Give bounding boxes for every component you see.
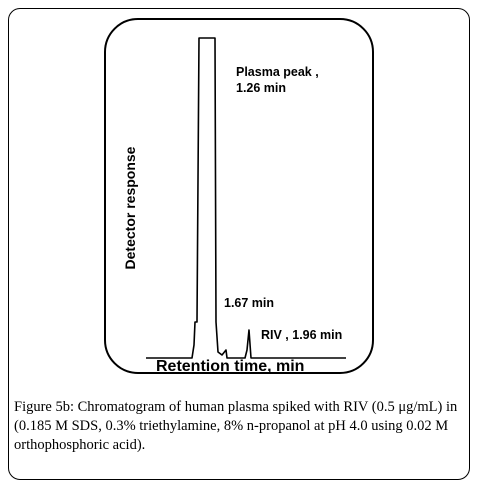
y-axis-label: Detector response xyxy=(122,146,138,270)
chromatogram-trace xyxy=(146,37,346,359)
annotation-plasma-peak: Plasma peak , 1.26 min xyxy=(236,64,319,96)
annotation-riv-peak: RIV , 1.96 min xyxy=(261,327,342,343)
trace-layer xyxy=(146,37,346,359)
annotation-1-67-min: 1.67 min xyxy=(224,295,274,311)
x-axis-label: Retention time, min xyxy=(156,358,305,375)
annotation-plasma-line-2: 1.26 min xyxy=(236,81,287,95)
figure-frame xyxy=(8,8,470,480)
annotation-plasma-line-1: Plasma peak , xyxy=(236,65,319,79)
plot-area xyxy=(104,18,374,374)
figure-caption: Figure 5b: Chromatogram of human plasma … xyxy=(14,398,466,455)
annotation-riv-line-1: RIV , 1.96 min xyxy=(261,328,343,342)
caption-text: Chromatogram of human plasma spiked with… xyxy=(14,399,458,453)
annotation-p167-line-1: 1.67 min xyxy=(224,296,275,310)
caption-label: Figure 5b: xyxy=(14,399,75,415)
